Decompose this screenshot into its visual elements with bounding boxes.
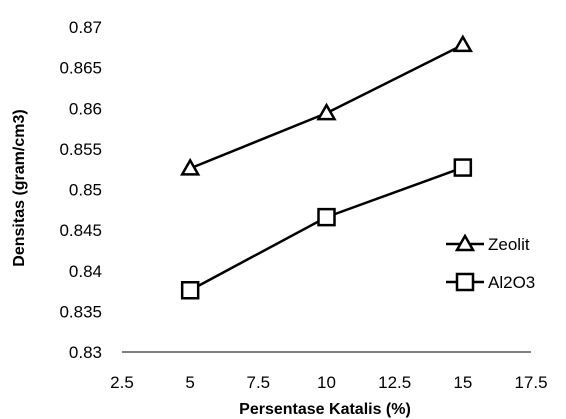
y-tick-label: 0.865 [59,59,102,78]
x-tick-label: 5 [185,373,194,392]
x-tick-label: 10 [317,373,336,392]
legend-label: Al2O3 [488,273,535,292]
x-tick-label: 7.5 [247,373,271,392]
legend: Zeolit Al2O3 [446,233,535,292]
y-tick-label: 0.845 [59,221,102,240]
series-line [189,166,464,292]
triangle-marker [316,102,337,121]
y-tick-label: 0.83 [69,343,102,362]
y-axis-title: Densitas (gram/cm3) [11,109,28,266]
x-tick-label: 17.5 [514,373,547,392]
square-marker [317,207,336,227]
legend-label: Zeolit [488,235,530,254]
legend-square-icon [455,272,475,292]
triangle-marker [452,34,473,53]
y-tick-label: 0.85 [69,181,102,200]
square-marker [180,281,200,300]
y-tick-label: 0.84 [69,262,102,281]
y-tick-label: 0.86 [69,99,102,118]
y-tick-label: 0.855 [59,140,102,159]
series-layer [180,34,473,300]
y-tick-label: 0.87 [69,18,102,37]
legend-triangle-icon [454,233,476,252]
legend-item: Zeolit [446,233,530,254]
triangle-marker [180,157,201,176]
series-al2o3 [180,158,473,300]
y-axis-tick-labels: 0.83 0.835 0.84 0.845 0.85 0.855 0.86 0.865 0.87 [59,18,102,362]
x-tick-label: 15 [453,373,472,392]
y-tick-label: 0.835 [59,302,102,321]
x-tick-label: 2.5 [110,373,134,392]
x-axis-tick-labels: 2.5 5 7.5 10 12.5 15 17.5 [110,373,547,392]
square-marker [453,158,473,177]
x-axis-title: Persentase Katalis (%) [239,401,411,418]
legend-item: Al2O3 [446,272,535,292]
x-tick-label: 12.5 [378,373,411,392]
series-zeolit [180,34,473,176]
